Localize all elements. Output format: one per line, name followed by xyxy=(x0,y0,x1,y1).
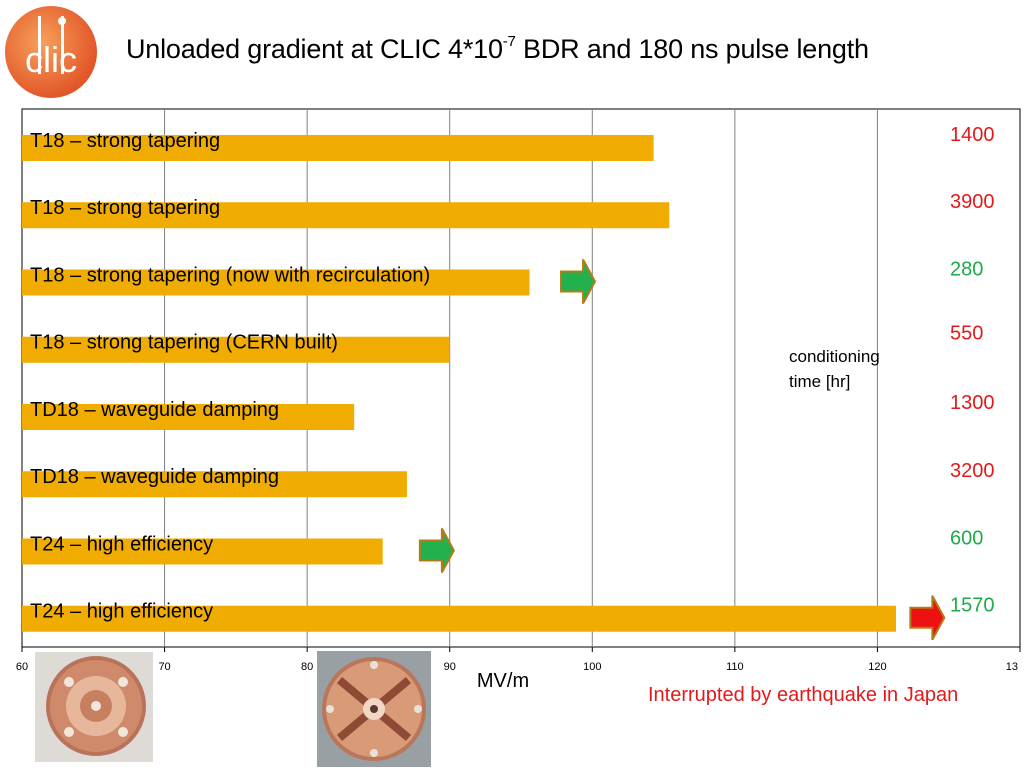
logo-text: clic xyxy=(25,39,77,80)
x-tick-label: 13 xyxy=(1006,661,1018,673)
x-tick-label: 90 xyxy=(444,661,456,673)
bar xyxy=(22,269,530,296)
bar-label: T18 – strong tapering (CERN built) xyxy=(30,332,338,354)
conditioning-time-label: conditioning xyxy=(789,347,880,366)
bar xyxy=(22,471,407,498)
bar xyxy=(22,202,670,229)
bar xyxy=(22,538,383,565)
page-title: Unloaded gradient at CLIC 4*10-7 BDR and… xyxy=(126,33,869,64)
conditioning-time-value: 3200 xyxy=(950,460,995,482)
clic-logo: clic xyxy=(3,4,99,100)
right-arrow-icon xyxy=(909,595,946,641)
conditioning-time-value: 600 xyxy=(950,527,983,549)
plot-frame xyxy=(21,108,1021,648)
x-tick-label: 60 xyxy=(16,661,28,673)
bar-label: T24 – high efficiency xyxy=(30,533,213,555)
x-axis-label: MV/m xyxy=(477,670,529,692)
bar-label: T18 – strong tapering xyxy=(30,130,220,152)
right-arrow-icon xyxy=(418,528,456,573)
conditioning-time-value: 1300 xyxy=(950,392,995,414)
conditioning-time-value: 280 xyxy=(950,258,983,280)
bar xyxy=(22,336,450,363)
bar xyxy=(22,605,896,632)
conditioning-time-value: 550 xyxy=(950,323,983,345)
bar xyxy=(22,403,355,430)
x-tick-label: 100 xyxy=(583,661,601,673)
conditioning-time-value: 1570 xyxy=(950,595,995,617)
bar-label: T18 – strong tapering xyxy=(30,197,220,219)
x-tick-label: 110 xyxy=(726,661,744,673)
conditioning-time-value: 1400 xyxy=(950,124,995,146)
right-arrow-icon xyxy=(560,259,597,304)
bar xyxy=(22,134,654,161)
structure-photo-damped-disk xyxy=(317,651,431,767)
structure-photo-disk xyxy=(35,652,153,762)
x-tick-label: 70 xyxy=(158,661,170,673)
x-tick-label: 120 xyxy=(868,661,886,673)
bar-label: TD18 – waveguide damping xyxy=(30,466,279,488)
bar-label: T24 – high efficiency xyxy=(30,601,213,623)
bar-label: TD18 – waveguide damping xyxy=(30,399,279,421)
title-exponent: -7 xyxy=(502,33,516,50)
earthquake-note: Interrupted by earthquake in Japan xyxy=(648,684,959,706)
conditioning-time-label: time [hr] xyxy=(789,372,850,391)
conditioning-time-value: 3900 xyxy=(950,191,995,213)
x-tick-label: 80 xyxy=(301,661,313,673)
bar-label: T18 – strong tapering (now with recircul… xyxy=(30,264,430,286)
